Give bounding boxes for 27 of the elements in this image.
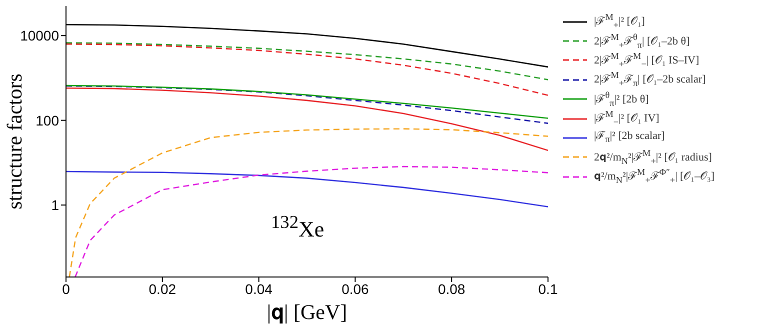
line-series — [66, 87, 548, 152]
legend-label: |ℱ$^{θ}$$_{π}$|² [2b θ] — [594, 90, 649, 108]
x-tick-label: 0 — [62, 280, 70, 297]
legend-label: |ℱ$^{M}$$_{−}$|² [𝒪₁ IV] — [594, 109, 660, 128]
legend-label: 2|ℱ$^{M}$$_{+}$ℱ$^{M}$$_{−}$| [𝒪₁ IS–IV] — [594, 50, 700, 69]
line-series — [68, 128, 548, 277]
legend-label: |ℱ$_{π}$|² [2b scalar] — [594, 130, 665, 145]
annotation: $^{132}$Xe — [271, 212, 324, 242]
line-series — [66, 42, 548, 80]
legend-label: 2|ℱ$^{M}$$_{+}$ℱ$_{π}$| [𝒪₁–2b scalar] — [594, 70, 706, 88]
x-tick-label: 0.06 — [342, 280, 370, 297]
y-tick-label: 10000 — [20, 28, 60, 44]
legend-label: |ℱ$^{M}$$_{+}$|² [𝒪₁] — [594, 12, 645, 30]
y-tick-label: 100 — [36, 112, 60, 128]
text: 𝐪²/m$_{N}$²|ℱ$^{M}$$_{+}$ℱ$^{Φ″}$$_{+}$| [𝒪₁–𝒪₃] — [594, 167, 715, 186]
x-tick-label: 0.04 — [245, 280, 273, 297]
line-series — [66, 43, 548, 96]
x-axis-title: |𝐪| [GeV] — [266, 300, 348, 324]
y-tick-label: 1 — [51, 197, 60, 214]
legend-label: 2|ℱ$^{M}$$_{+}$ℱ$^{θ}$$_{π}$| [𝒪₁–2b θ] — [594, 32, 690, 50]
x-tick-label: 0.08 — [438, 280, 466, 297]
x-tick-label: 0.1 — [538, 280, 558, 297]
legend-label: 2𝐪²/m$_{N}$²|ℱ$^{M}$$_{+}$|² [𝒪₁ radius] — [594, 148, 712, 166]
line-series — [74, 166, 548, 277]
y-axis-title: structure factors — [2, 74, 26, 210]
x-tick-label: 0.02 — [148, 280, 176, 297]
line-series — [66, 170, 548, 208]
